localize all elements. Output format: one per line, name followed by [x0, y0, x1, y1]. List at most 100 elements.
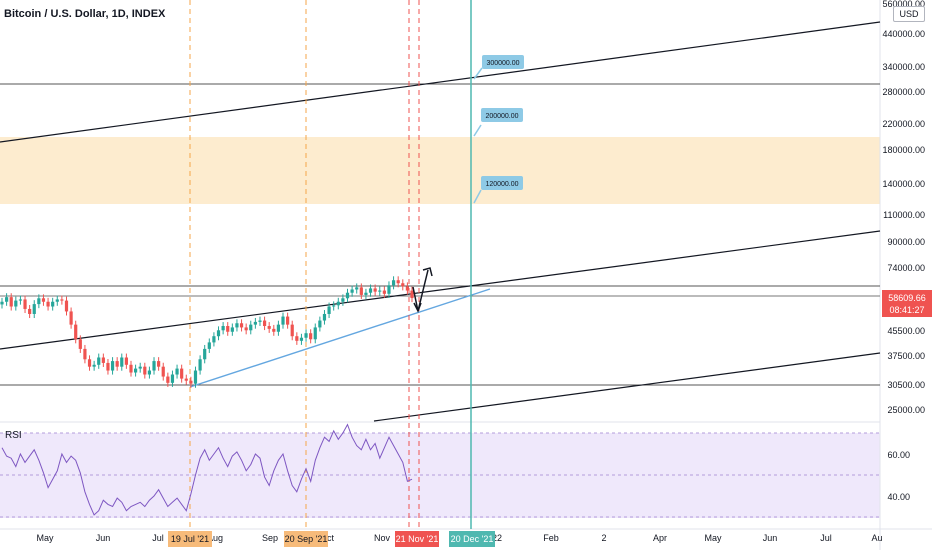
marker-badge-21-nov [395, 531, 439, 547]
currency-badge[interactable]: USD [893, 6, 925, 22]
candle-body [281, 316, 285, 325]
candle-body [327, 306, 331, 314]
time-tick: Jun [96, 533, 111, 543]
candle-body [14, 300, 18, 307]
candle-body [244, 327, 248, 331]
last-price-value: 58609.66 [888, 293, 926, 303]
candle-body [299, 337, 304, 341]
candle-body [180, 368, 184, 379]
candle-body [364, 292, 368, 295]
candle-body [157, 361, 161, 367]
candle-body [410, 290, 414, 299]
time-tick: May [704, 533, 722, 543]
marker-badge-20-sep-text: 20 Sep '21 [285, 534, 328, 544]
candle-body [258, 320, 262, 322]
candle-body [373, 288, 377, 292]
candle-body [92, 364, 96, 367]
marker-badge-19-jul-text: 19 Jul '21 [171, 534, 209, 544]
trendline-middle[interactable] [0, 230, 881, 350]
trendline-upper[interactable] [0, 21, 881, 143]
candle-body [336, 301, 340, 306]
price-tick: 280000.00 [882, 87, 925, 97]
candle-body [193, 370, 198, 384]
time-tick: Nov [374, 533, 391, 543]
candle-body [64, 300, 69, 312]
candle-body [207, 342, 211, 349]
trendline-support[interactable] [189, 288, 491, 388]
trendline-lower[interactable] [373, 352, 881, 422]
candle-body [120, 357, 124, 367]
target-zone [0, 137, 880, 204]
time-tick: Apr [653, 533, 667, 543]
candle-body [286, 316, 290, 325]
candle-body [101, 357, 105, 363]
callout-120000[interactable]: 120000.00 [473, 176, 523, 204]
candle-body [341, 298, 345, 302]
price-tick: 110000.00 [883, 210, 925, 220]
time-tick: May [36, 533, 54, 543]
candle-body [83, 348, 87, 360]
candle-body [382, 290, 386, 294]
chart-title: Bitcoin / U.S. Dollar, 1D, INDEX [4, 8, 166, 20]
candle-body [23, 299, 27, 309]
candle-body [313, 327, 317, 340]
candle-body [106, 362, 110, 371]
candle-body [124, 357, 128, 365]
candle-body [216, 330, 221, 337]
candle-body [189, 380, 193, 384]
callout-200000[interactable]: 200000.00 [473, 108, 523, 137]
price-tick: 37500.00 [887, 351, 925, 361]
time-tick: Au [871, 533, 882, 543]
marker-badge-20-sep [284, 531, 328, 547]
candle-body [295, 336, 299, 341]
candle-body [221, 326, 225, 331]
callout-120000-text: 120000.00 [485, 181, 518, 188]
candle-body [401, 283, 405, 287]
marker-badge-21-nov-text: 21 Nov '21 [396, 534, 439, 544]
candle-body [28, 308, 32, 314]
time-tick: Jul [152, 533, 164, 543]
price-tick: 45500.00 [887, 326, 925, 336]
candle-body [51, 301, 55, 307]
candlestick-series [0, 276, 414, 388]
candle-body [226, 326, 230, 332]
candle-body [304, 333, 308, 338]
time-tick: 2 [601, 533, 606, 543]
price-tick: 180000.00 [882, 145, 925, 155]
candle-body [405, 286, 409, 291]
callout-300000[interactable]: 300000.00 [473, 55, 524, 80]
rsi-tick: 40.00 [887, 492, 910, 502]
candle-body [203, 348, 207, 360]
candle-body [350, 289, 354, 293]
candle-body [97, 357, 101, 365]
candle-body [368, 288, 373, 293]
price-tick: 340000.00 [882, 62, 925, 72]
price-tick: 30500.00 [887, 380, 925, 390]
candle-body [396, 280, 400, 284]
time-tick: Jun [763, 533, 778, 543]
candle-body [378, 290, 382, 292]
candle-body [391, 280, 396, 286]
candle-body [115, 361, 119, 367]
candle-body [198, 359, 202, 371]
candle-body [290, 324, 294, 337]
candle-body [41, 298, 46, 302]
price-tick: 140000.00 [882, 179, 925, 189]
candle-body [143, 366, 147, 375]
callout-200000-text: 200000.00 [485, 113, 518, 120]
candle-body [18, 299, 23, 301]
candle-body [239, 323, 244, 328]
candle-body [276, 324, 281, 332]
candle-body [322, 313, 327, 321]
candle-body [69, 311, 73, 325]
candle-body [110, 361, 115, 371]
candle-body [212, 336, 216, 343]
rsi-label: RSI [5, 430, 22, 441]
candle-body [32, 304, 36, 314]
candle-body [152, 361, 156, 371]
time-tick: Feb [543, 533, 559, 543]
candle-body [9, 297, 13, 307]
candle-body [46, 301, 50, 307]
callout-300000-text: 300000.00 [486, 60, 519, 67]
